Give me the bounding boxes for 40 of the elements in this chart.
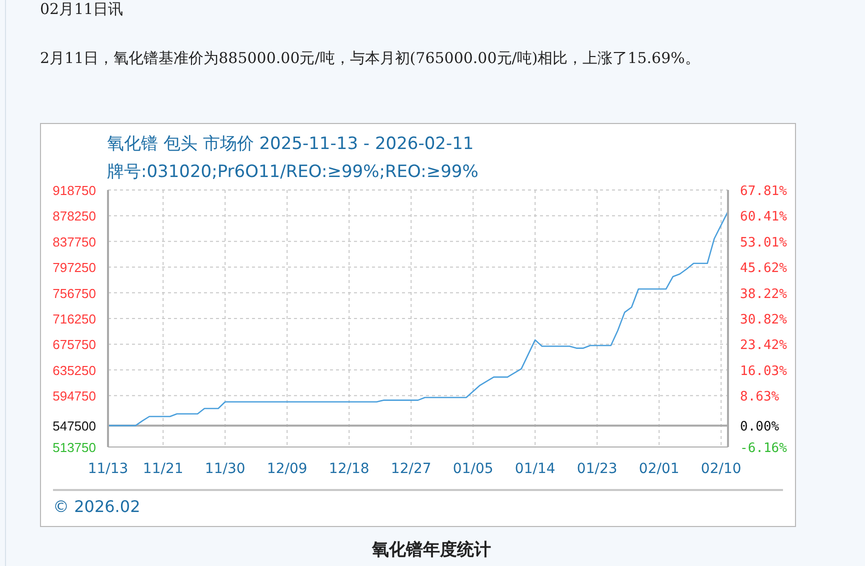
y2-tick-label: -6.16%	[740, 441, 788, 456]
y-tick-label: 675750	[52, 337, 96, 352]
y-tick-label: 878250	[52, 208, 96, 224]
text: 2月11日，氧化镨基准价为885000.00元/吨，与本月初(765000.00元/吨)相比，上涨了15.69%。	[40, 48, 701, 69]
y2-tick-label: 16.03%	[740, 364, 788, 379]
y2-tick-label: 23.42%	[740, 338, 788, 354]
x-tick-label: 12/18	[328, 460, 370, 477]
y-tick-label: 594750	[52, 388, 96, 404]
y2-tick-label: 53.01%	[740, 235, 788, 250]
y-tick-label: 797250	[52, 260, 96, 276]
x-tick-label: 02/01	[638, 460, 680, 477]
y-tick-label: 635250	[52, 362, 96, 378]
y2-tick-label: 38.22%	[740, 286, 788, 302]
text: 02月11日讯	[40, 0, 124, 19]
chart-subtitle: 牌号:031020;Pr6O11/REO:≥99%;REO:≥99%	[107, 161, 478, 183]
x-tick-label: 11/13	[88, 460, 128, 477]
x-tick-label: 01/23	[576, 460, 618, 477]
text: © 2026.02	[53, 497, 140, 516]
x-tick-label: 02/10	[700, 460, 742, 477]
y-tick-label: 716250	[52, 312, 96, 326]
y2-tick-label: 8.63%	[740, 390, 780, 405]
y2-tick-label: 30.82%	[740, 312, 788, 328]
x-tick-label: 11/21	[142, 460, 184, 477]
x-tick-label: 12/27	[390, 460, 432, 477]
x-tick-label: 12/09	[266, 460, 308, 477]
y2-tick-label: 60.41%	[740, 210, 788, 225]
chart-title: 氧化镨 包头 市场价 2025-11-13 - 2026-02-11	[107, 133, 474, 155]
line-series	[108, 210, 728, 426]
y-tick-label: 918750	[52, 183, 96, 198]
y2-tick-label: 0.00%	[740, 420, 780, 435]
y2-tick-label: 67.81%	[740, 184, 788, 199]
x-tick-label: 01/05	[452, 460, 494, 477]
y2-tick-label: 45.62%	[740, 261, 788, 276]
y-tick-label: 547500	[52, 418, 96, 434]
y-tick-label: 756750	[52, 286, 96, 301]
y-tick-label: 513750	[52, 440, 96, 455]
x-tick-label: 11/30	[204, 460, 246, 477]
x-tick-label: 01/14	[514, 460, 556, 477]
y-tick-label: 837750	[52, 234, 96, 250]
text: 氧化镨年度统计	[372, 539, 491, 561]
